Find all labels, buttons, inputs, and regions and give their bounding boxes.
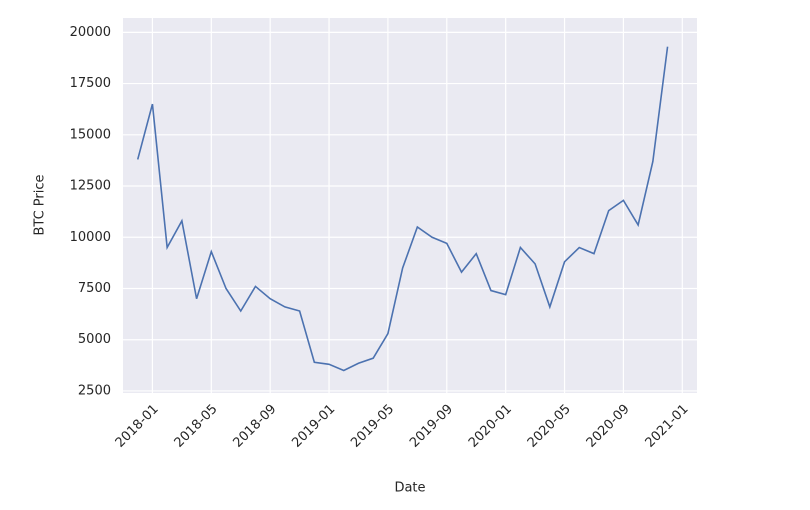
- y-tick-label: 7500: [78, 281, 111, 296]
- y-axis-label: BTC Price: [33, 174, 48, 235]
- x-tick-label: 2019-09: [407, 402, 456, 451]
- plot-area: [123, 18, 697, 393]
- x-tick-label: 2019-01: [289, 402, 338, 451]
- y-tick-label: 20000: [70, 25, 111, 40]
- x-tick-label: 2020-01: [466, 402, 515, 451]
- y-tick-label: 15000: [70, 127, 111, 142]
- y-tick-label: 2500: [78, 383, 111, 398]
- x-tick-label: 2018-01: [113, 402, 162, 451]
- y-tick-label: 17500: [70, 76, 111, 91]
- y-tick-label: 5000: [78, 332, 111, 347]
- x-tick-label: 2021-01: [643, 402, 692, 451]
- x-tick-label: 2018-05: [172, 402, 221, 451]
- x-tick-label: 2020-09: [584, 402, 633, 451]
- data-line: [136, 46, 669, 372]
- y-tick-label: 10000: [70, 230, 111, 245]
- x-tick-label: 2019-05: [348, 402, 397, 451]
- y-tick-label: 12500: [70, 179, 111, 194]
- x-tick-label: 2020-05: [525, 402, 574, 451]
- x-tick-label: 2018-09: [230, 402, 279, 451]
- x-axis-label: Date: [394, 481, 425, 496]
